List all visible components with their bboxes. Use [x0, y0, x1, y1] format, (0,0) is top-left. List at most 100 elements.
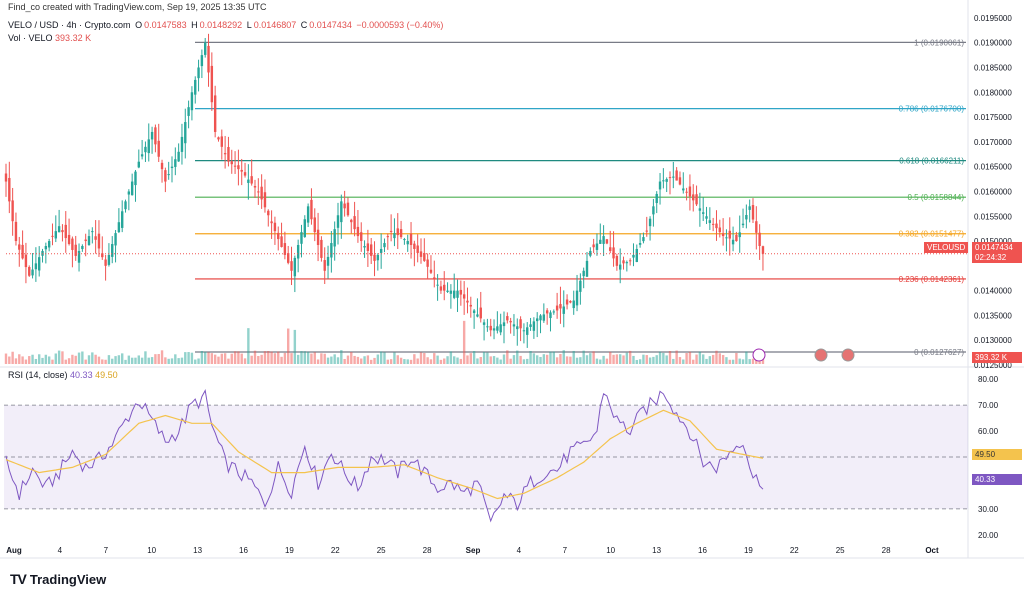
volume-bar: [728, 359, 731, 364]
volume-bar: [273, 353, 277, 364]
volume-bar: [267, 351, 270, 364]
candle-body: [436, 284, 439, 286]
candle-body: [230, 161, 233, 165]
volume-bar: [290, 353, 293, 364]
volume-bar: [71, 354, 74, 364]
volume-bar: [396, 355, 399, 364]
volume-bar: [688, 351, 692, 364]
time-tick-label: Oct: [925, 546, 939, 555]
candle-body: [61, 230, 64, 233]
candle-body: [124, 201, 127, 210]
fib-level-label: 0.382 (0.0151477): [899, 230, 965, 239]
candle-body: [472, 310, 476, 313]
candle-body: [376, 254, 380, 261]
candle-body: [84, 239, 87, 242]
time-tick-label: 10: [606, 546, 615, 555]
candle-body: [592, 244, 595, 248]
candle-body: [283, 243, 287, 255]
candle-body: [34, 263, 38, 270]
candle-body: [330, 243, 333, 258]
fib-level-label: 0.5 (0.0158844): [908, 193, 965, 202]
candle-body: [44, 246, 48, 250]
volume-bar: [692, 359, 695, 364]
candle-body: [489, 325, 492, 331]
volume-bar: [519, 355, 522, 364]
candle-body: [429, 269, 433, 273]
volume-bar: [615, 354, 619, 364]
candle-body: [383, 243, 386, 248]
candle-body: [51, 235, 54, 237]
volume-bar: [240, 353, 243, 364]
candle-body: [197, 67, 200, 79]
volume-bar: [287, 328, 290, 364]
volume-bar: [190, 352, 194, 364]
candle-body: [721, 233, 725, 237]
tradingview-logo[interactable]: TV TradingView: [10, 571, 106, 587]
volume-bar: [605, 358, 609, 364]
volume-bar: [635, 359, 638, 364]
time-tick-label: Aug: [6, 546, 22, 555]
volume-bar: [735, 352, 738, 364]
volume-bar: [466, 355, 469, 364]
volume-bar: [204, 351, 207, 364]
volume-bar: [708, 356, 712, 364]
candle-body: [187, 107, 190, 116]
volume-bar: [652, 356, 655, 364]
volume-bar: [672, 358, 675, 364]
candle-body: [273, 222, 277, 232]
volume-bar: [612, 354, 615, 364]
volume-bar: [486, 352, 489, 364]
candle-body: [127, 191, 131, 195]
candle-body: [652, 206, 655, 215]
candle-body: [167, 174, 170, 176]
price-tick-label: 0.0160000: [974, 187, 1012, 196]
volume-bar: [638, 359, 642, 364]
candle-body: [54, 231, 57, 239]
candle-body: [316, 229, 320, 246]
candle-body: [287, 253, 290, 263]
candle-body: [409, 233, 413, 246]
ohlc-readout: VELO / USD · 4h · Crypto.com O 0.0147583 …: [8, 20, 445, 30]
candle-body: [698, 208, 702, 211]
volume-bar: [41, 357, 44, 364]
candle-body: [31, 269, 34, 276]
candle-body: [253, 186, 257, 188]
candle-body: [204, 42, 207, 55]
volume-bar: [373, 357, 376, 364]
volume-bar: [310, 353, 313, 364]
volume-bar: [472, 351, 476, 364]
volume-bar: [453, 356, 456, 364]
candle-body: [353, 216, 356, 230]
volume-bar: [741, 359, 745, 364]
candle-body: [486, 326, 489, 328]
open-value: 0.0147583: [144, 20, 187, 30]
high-label: H: [191, 20, 198, 30]
candle-body: [114, 233, 117, 246]
volume-bar: [363, 356, 366, 364]
rsi-label: RSI (14, close): [8, 370, 68, 380]
volume-bar: [213, 354, 217, 364]
candle-body: [104, 259, 107, 266]
candle-body: [545, 310, 549, 314]
candle-body: [692, 194, 695, 201]
volume-bar: [97, 356, 101, 364]
candle-body: [243, 172, 247, 176]
volume-bar: [320, 353, 323, 364]
volume-bar: [682, 359, 685, 364]
volume-bar: [154, 354, 157, 364]
candle-body: [373, 254, 376, 261]
volume-bar: [14, 358, 18, 364]
us-flag-icon: [841, 348, 855, 362]
volume-bar: [419, 352, 423, 364]
time-tick-label: 7: [104, 546, 109, 555]
us-flag-icon-circle: [841, 348, 855, 362]
candle-body: [194, 79, 197, 95]
price-tick-label: 0.0175000: [974, 113, 1012, 122]
volume-bar: [61, 351, 64, 364]
candle-body: [559, 304, 562, 309]
candle-body: [615, 255, 619, 266]
rsi-ma-value: 49.50: [95, 370, 118, 380]
volume-bar: [87, 355, 91, 364]
volume-bar: [512, 355, 516, 364]
